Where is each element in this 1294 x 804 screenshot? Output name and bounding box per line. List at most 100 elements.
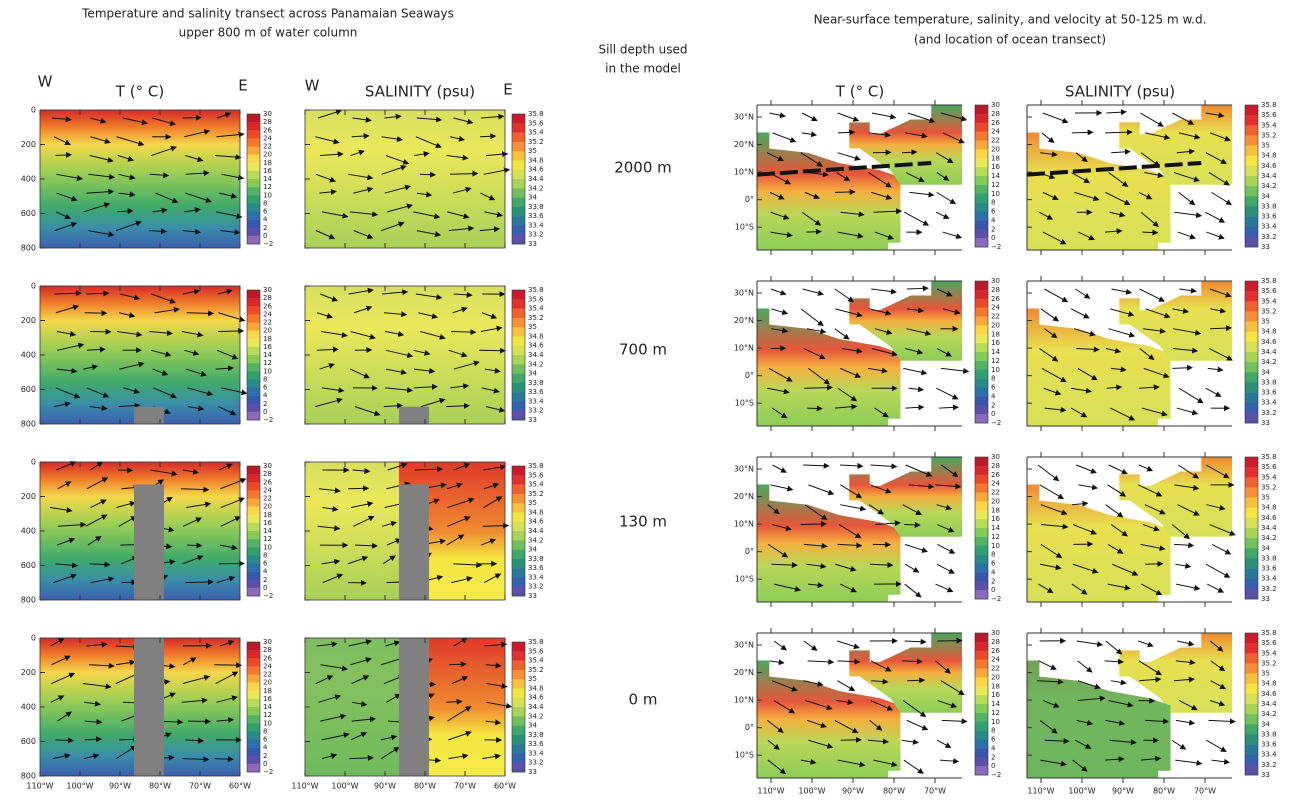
velocity-arrow xyxy=(418,312,439,320)
colorbar-label: 34.6 xyxy=(528,342,544,350)
colorbar-segment xyxy=(512,392,525,402)
velocity-arrow xyxy=(481,387,500,394)
velocity-arrow xyxy=(1138,660,1162,676)
colorbar-label: 34.2 xyxy=(528,712,544,720)
colorbar-segment xyxy=(512,401,525,412)
colorbar-segment xyxy=(975,369,988,379)
ocean-field xyxy=(757,308,901,426)
temp-header: T (° C) xyxy=(835,83,884,101)
velocity-arrow xyxy=(453,360,480,370)
velocity-arrow xyxy=(936,739,952,748)
middle-title: Sill depth used xyxy=(598,43,687,57)
velocity-arrow xyxy=(1173,328,1202,336)
colorbar-label: 34.4 xyxy=(528,527,544,535)
velocity-arrow xyxy=(481,312,498,320)
velocity-arrow xyxy=(86,387,110,398)
colorbar-label: 34.8 xyxy=(528,684,544,692)
colorbar-segment xyxy=(247,715,260,724)
velocity-arrow xyxy=(416,191,433,198)
velocity-arrow xyxy=(453,561,483,568)
velocity-arrow xyxy=(1104,228,1123,235)
ocean-field xyxy=(1119,457,1232,537)
colorbar-label: 14 xyxy=(263,351,272,359)
y-tick-label: 0 xyxy=(31,634,36,643)
colorbar-label: 0 xyxy=(991,762,995,770)
velocity-arrow xyxy=(942,231,963,240)
colorbar-segment xyxy=(1245,291,1258,302)
ocean-field xyxy=(757,132,901,250)
velocity-arrow xyxy=(837,680,856,692)
colorbar-segment xyxy=(512,114,525,124)
colorbar-segment xyxy=(512,216,525,226)
velocity-arrow xyxy=(1041,523,1069,530)
colorbar-label: 28 xyxy=(263,118,272,126)
velocity-arrow xyxy=(115,745,137,760)
y-tick-label: 400 xyxy=(21,703,36,712)
velocity-arrow xyxy=(1044,406,1067,413)
velocity-arrow xyxy=(182,288,201,295)
velocity-arrow xyxy=(352,467,371,474)
colorbar-segment xyxy=(512,225,525,236)
colorbar-segment xyxy=(975,483,988,493)
x-tick-label: 110°W xyxy=(1027,787,1054,796)
colorbar-segment xyxy=(247,138,260,147)
x-tick-label: 60°W xyxy=(494,782,516,791)
velocity-arrow xyxy=(485,406,506,413)
transect-line xyxy=(756,161,932,177)
colorbar-label: 4 xyxy=(991,568,996,576)
velocity-arrow xyxy=(115,220,142,232)
colorbar-label: 18 xyxy=(991,330,1000,338)
colorbar-label: 35.6 xyxy=(1261,639,1277,647)
velocity-arrow xyxy=(118,191,136,198)
x-tick-label: 70°W xyxy=(1194,787,1216,796)
velocity-arrow xyxy=(903,367,928,376)
velocity-arrow xyxy=(1140,543,1166,552)
y-tick-label: 30°N xyxy=(734,289,754,298)
velocity-arrow xyxy=(935,152,954,164)
velocity-arrow xyxy=(800,521,827,528)
velocity-arrow xyxy=(215,211,243,219)
ocean-field xyxy=(757,484,901,602)
velocity-arrow xyxy=(216,131,245,138)
velocity-arrow xyxy=(867,738,889,745)
colorbar-segment xyxy=(247,547,260,556)
colorbar-label: 24 xyxy=(991,128,1000,136)
colorbar-segment xyxy=(512,382,525,393)
x-tick-label: 60°W xyxy=(229,782,251,791)
velocity-arrow xyxy=(837,231,864,239)
velocity-arrow xyxy=(1071,172,1090,184)
colorbar-label: 34.8 xyxy=(528,332,544,340)
velocity-arrow xyxy=(118,312,136,319)
colorbar-label: 35.6 xyxy=(528,647,544,655)
colorbar-segment xyxy=(512,725,525,736)
velocity-arrow xyxy=(446,154,469,161)
colorbar-label: 12 xyxy=(991,709,1000,717)
colorbar-segment xyxy=(975,140,988,150)
colorbar-segment xyxy=(1245,517,1258,529)
velocity-arrow xyxy=(317,109,342,119)
transect-field xyxy=(40,110,240,248)
velocity-arrow xyxy=(767,739,780,751)
colorbar-segment xyxy=(247,682,260,692)
colorbar-segment xyxy=(512,475,525,485)
velocity-arrow xyxy=(354,542,379,549)
velocity-arrow xyxy=(1072,500,1089,507)
colorbar-frame xyxy=(246,465,261,597)
colorbar-segment xyxy=(1245,236,1258,248)
velocity-arrow xyxy=(384,184,412,194)
colorbar-label: 14 xyxy=(991,524,1000,532)
colorbar-segment xyxy=(975,457,988,467)
velocity-arrow xyxy=(800,152,823,167)
colorbar-segment xyxy=(975,730,988,740)
x-tick-label: 70°W xyxy=(454,782,476,791)
colorbar-segment xyxy=(247,195,260,204)
colorbar-segment xyxy=(247,290,260,299)
velocity-arrow xyxy=(348,287,374,295)
velocity-arrow xyxy=(316,312,333,319)
velocity-arrow xyxy=(486,151,509,158)
velocity-arrow xyxy=(1138,464,1154,472)
velocity-arrow xyxy=(937,700,958,709)
colorbar-label: 33.4 xyxy=(1261,399,1277,407)
velocity-arrow xyxy=(182,517,202,527)
colorbar-label: 35.6 xyxy=(528,471,544,479)
